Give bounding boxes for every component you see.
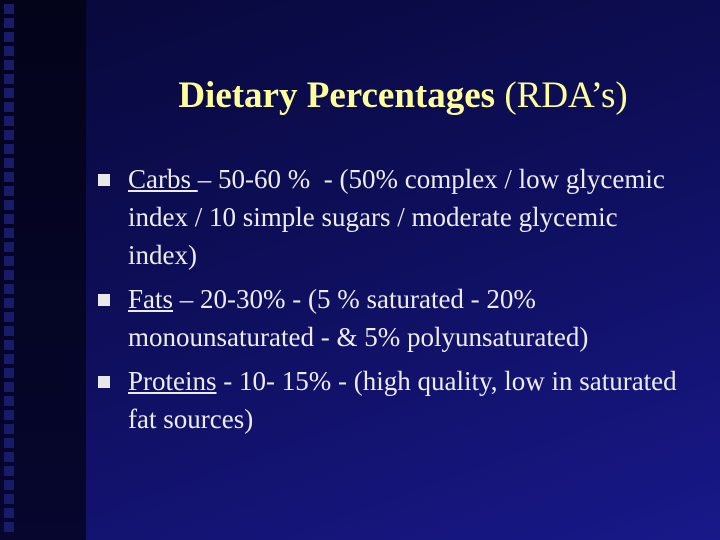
bullet-text: - 10- 15% - (high quality, low in satura… <box>128 366 684 434</box>
bullet-term: Carbs <box>128 164 198 194</box>
side-strip <box>0 0 86 540</box>
bullet: Fats – 20-30% - (5 % saturated - 20% mon… <box>98 280 684 356</box>
title-normal: (RDA’s) <box>504 75 628 116</box>
bullet-text: – 20-30% - (5 % saturated - 20% monounsa… <box>128 284 589 352</box>
slide-title: Dietary Percentages (RDA’s) <box>86 74 720 117</box>
bullet-marker <box>98 294 110 306</box>
bullet-term: Proteins <box>128 366 217 396</box>
bullet-marker <box>98 376 110 388</box>
bullet-list: Carbs – 50-60 % - (50% complex / low gly… <box>98 160 684 444</box>
bullet: Carbs – 50-60 % - (50% complex / low gly… <box>98 160 684 274</box>
bullet-term: Fats <box>128 284 174 314</box>
bullet-text: – 50-60 % - (50% complex / low glycemic … <box>128 164 672 270</box>
square-pattern <box>4 4 18 536</box>
title-bold: Dietary Percentages <box>178 75 496 116</box>
bullet: Proteins - 10- 15% - (high quality, low … <box>98 362 684 438</box>
bullet-marker <box>98 174 110 186</box>
